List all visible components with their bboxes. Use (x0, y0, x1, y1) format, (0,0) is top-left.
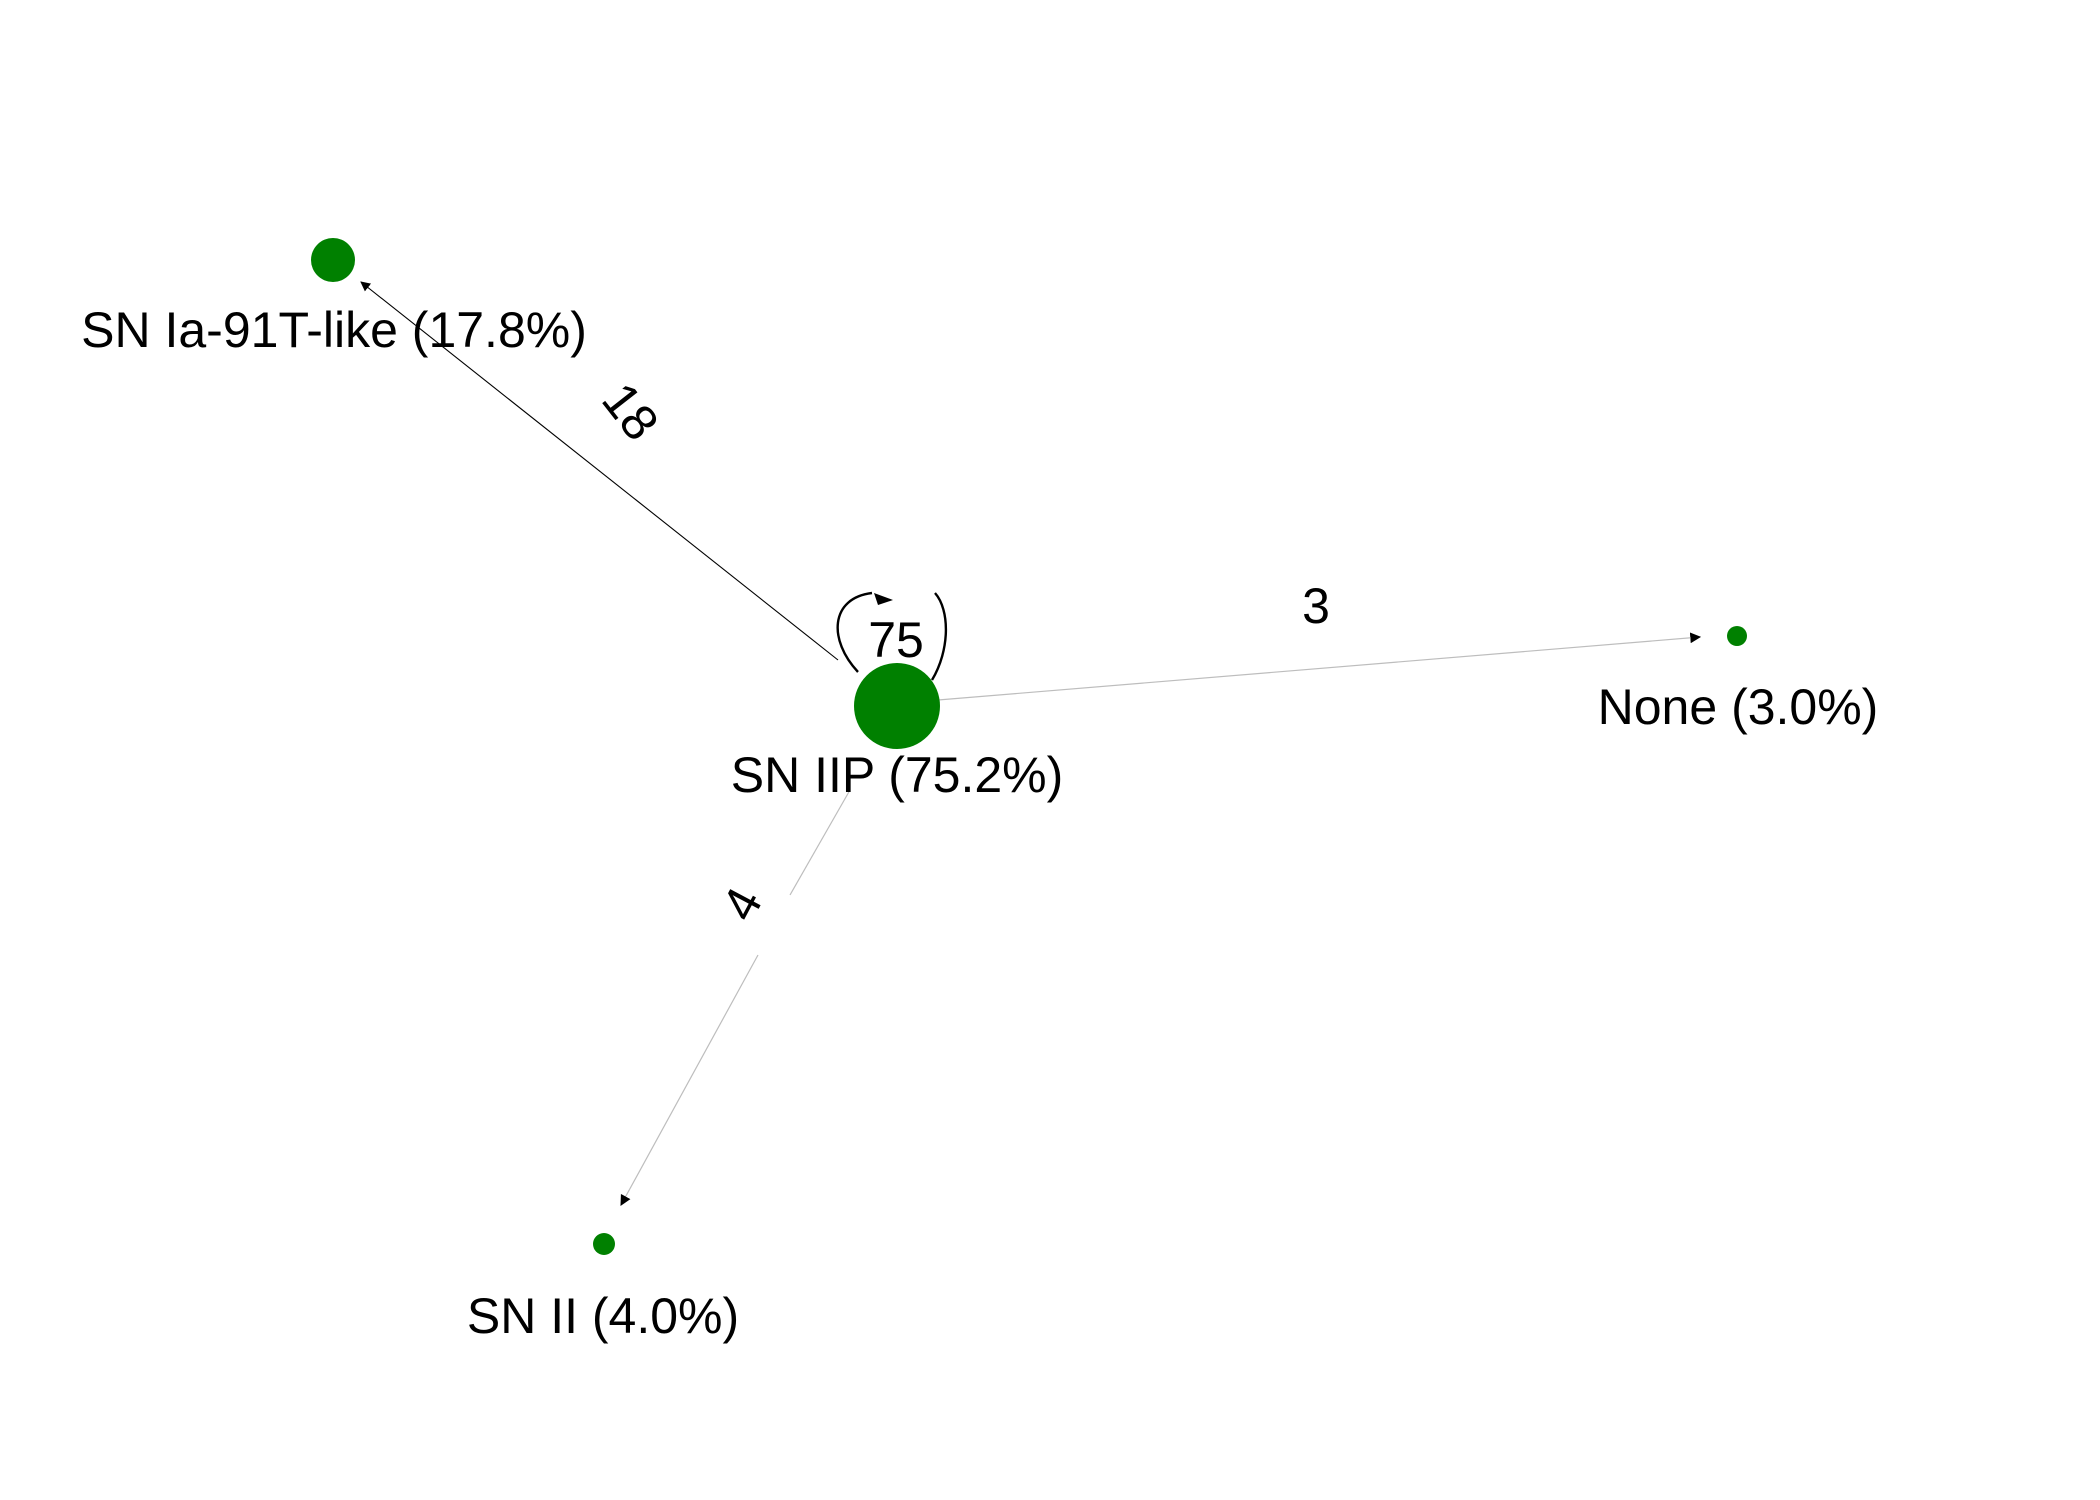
edge-label-sn-ia-91t: 18 (591, 372, 669, 450)
edge-label-none: 3 (1302, 578, 1330, 634)
node-none[interactable] (1727, 626, 1747, 646)
edge-sn-iip-to-sn-ia-91t (360, 281, 839, 661)
edges (360, 281, 1702, 1206)
edge-label-self-loop: 75 (868, 612, 924, 668)
edge-sn-iip-self-loop-arrow (874, 593, 893, 605)
node-label-sn-ii: SN II (4.0%) (467, 1288, 739, 1344)
edge-sn-iip-to-sn-ii (620, 954, 759, 1206)
edge-sn-iip-to-none (937, 632, 1702, 701)
node-label-sn-iip: SN IIP (75.2%) (731, 747, 1064, 803)
node-sn-iip[interactable] (854, 663, 940, 749)
edge-label-sn-ii: 4 (711, 879, 774, 930)
edge-sn-iip-to-sn-ii-segment (789, 789, 851, 896)
node-sn-ia-91t-like[interactable] (311, 238, 355, 282)
edge-labels: 75 18 3 4 (591, 372, 1330, 929)
node-sn-ii[interactable] (593, 1233, 615, 1255)
node-label-sn-ia-91t-like: SN Ia-91T-like (17.8%) (81, 302, 587, 358)
node-labels: SN IIP (75.2%) SN Ia-91T-like (17.8%) No… (81, 302, 1878, 1344)
node-label-none: None (3.0%) (1598, 679, 1879, 735)
nodes (311, 238, 1747, 1255)
edge-sn-iip-self-loop (836, 591, 948, 681)
